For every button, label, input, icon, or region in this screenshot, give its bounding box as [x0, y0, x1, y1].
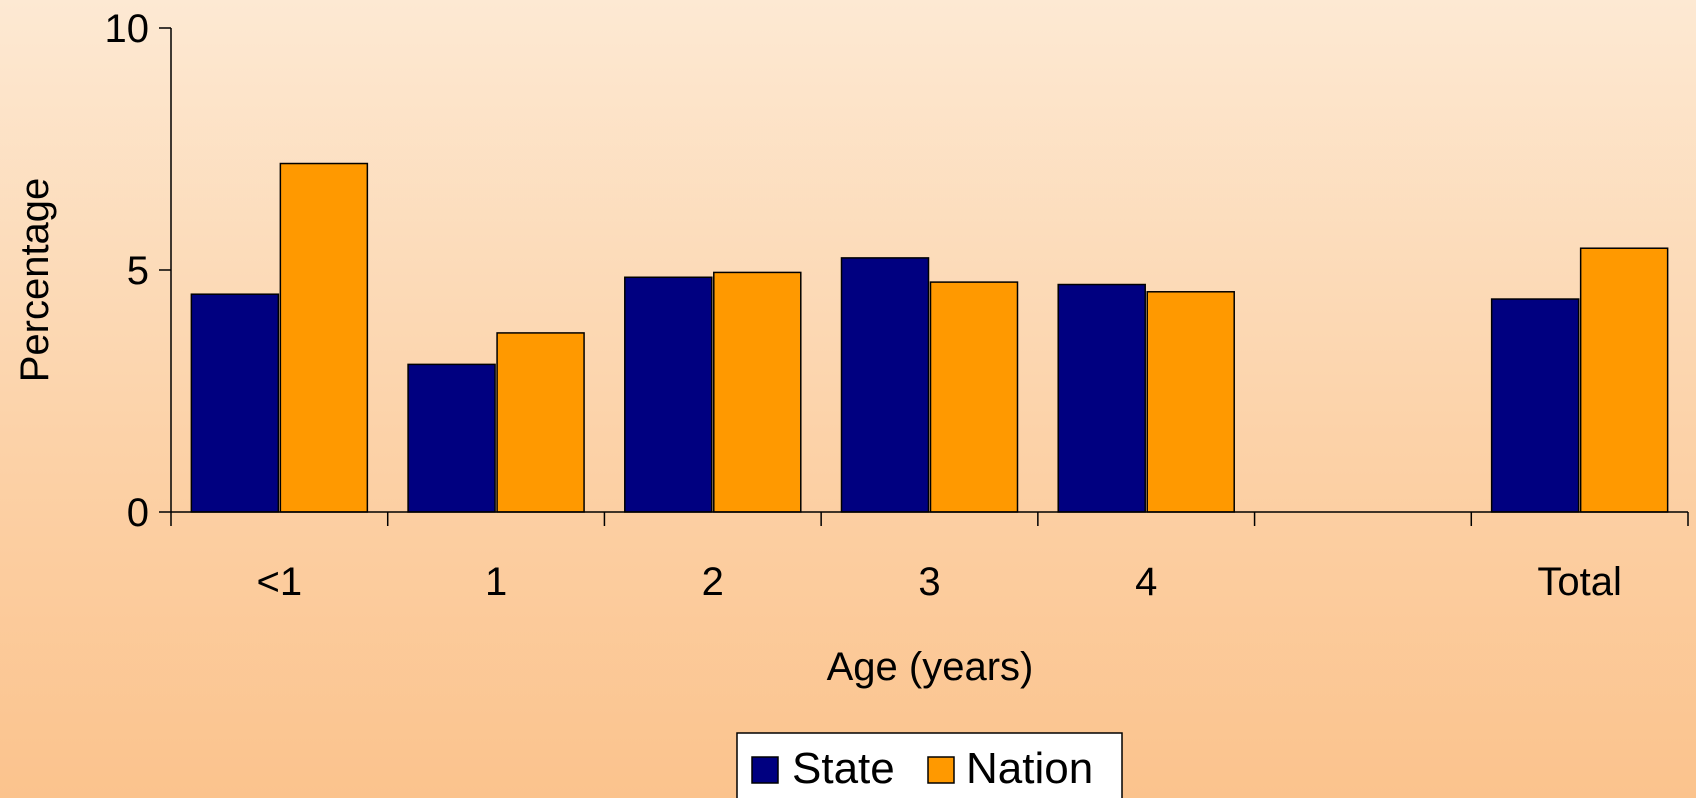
x-tick-label: Total [1537, 560, 1622, 604]
legend: State Nation [736, 732, 1123, 798]
bar-state-3 [840, 257, 930, 513]
legend-label-nation: Nation [966, 744, 1093, 793]
chart-bars [190, 162, 1669, 513]
x-tick-label: 3 [918, 560, 940, 604]
bar-state-4 [1057, 283, 1146, 513]
bar-state-1 [407, 363, 496, 513]
bar-nation-2 [713, 271, 802, 513]
x-tick-label: <1 [257, 560, 303, 604]
bar-nation-3 [929, 281, 1019, 513]
x-tick-label: 4 [1135, 560, 1157, 604]
y-tick-label: 5 [127, 249, 149, 293]
x-axis-title: Age (years) [827, 645, 1034, 689]
x-tick-label: 2 [702, 560, 724, 604]
legend-swatch-state [751, 756, 779, 784]
bar-state-2 [624, 276, 713, 513]
bar-nation-1 [496, 332, 585, 513]
axis-ticks [159, 27, 1689, 526]
legend-swatch-nation [927, 756, 955, 784]
tick-labels: 0 5 10 <1 1 2 3 4 Total [105, 7, 1622, 604]
legend-label-state: State [792, 744, 895, 793]
x-tick-label: 1 [485, 560, 507, 604]
y-tick-label: 0 [127, 491, 149, 535]
bar-nation-0 [279, 162, 369, 513]
y-axis-title: Percentage [13, 178, 57, 383]
bar-nation-6 [1579, 247, 1669, 513]
y-tick-label: 10 [105, 7, 150, 51]
bar-nation-4 [1146, 291, 1235, 513]
bar-state-6 [1490, 298, 1580, 513]
bar-state-0 [190, 293, 280, 513]
